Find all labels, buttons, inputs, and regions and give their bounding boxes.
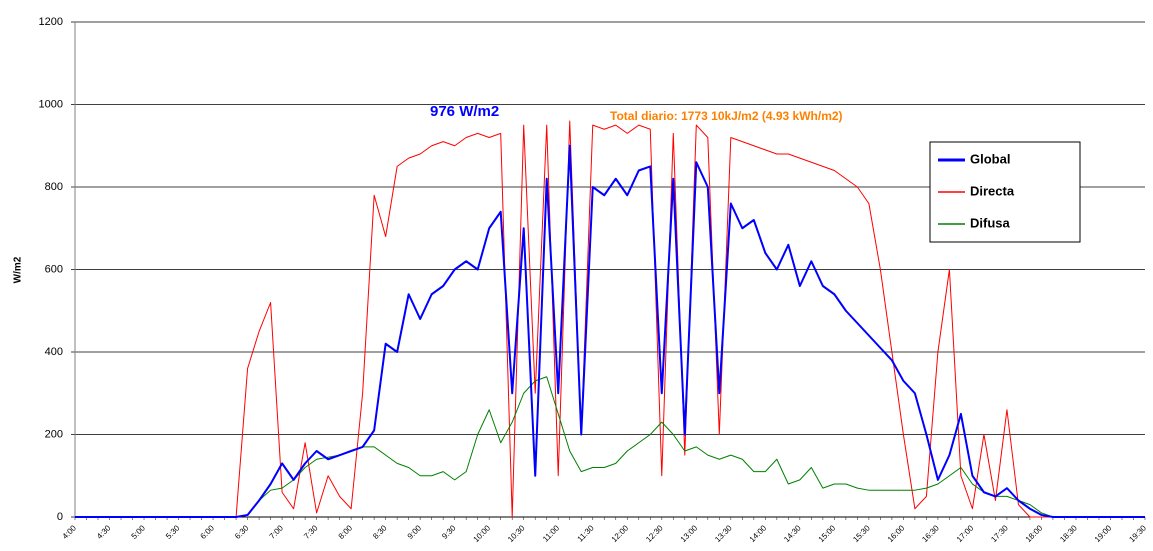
y-tick-label: 0 xyxy=(57,511,63,523)
x-tick-label: 19:00 xyxy=(1093,523,1114,544)
x-tick-label: 15:00 xyxy=(817,523,838,544)
legend-label: Difusa xyxy=(970,215,1011,230)
x-tick-label: 10:30 xyxy=(506,523,527,544)
x-tick-label: 19:30 xyxy=(1127,523,1148,544)
x-tick-label: 4:30 xyxy=(95,523,113,541)
annotation: 976 W/m2 xyxy=(430,103,499,120)
y-tick-label: 1000 xyxy=(39,98,63,110)
x-tick-label: 18:30 xyxy=(1058,523,1079,544)
legend-label: Global xyxy=(970,151,1010,166)
x-tick-label: 8:30 xyxy=(371,523,389,541)
x-tick-label: 5:00 xyxy=(130,523,148,541)
x-tick-label: 9:00 xyxy=(406,523,424,541)
y-tick-label: 400 xyxy=(45,346,63,358)
x-tick-label: 12:00 xyxy=(610,523,631,544)
legend-label: Directa xyxy=(970,183,1015,198)
x-tick-label: 7:00 xyxy=(268,523,286,541)
x-tick-label: 14:00 xyxy=(748,523,769,544)
series-line xyxy=(75,120,1145,518)
x-tick-label: 7:30 xyxy=(302,523,320,541)
x-tick-label: 4:00 xyxy=(61,523,79,541)
x-tick-label: 14:30 xyxy=(782,523,803,544)
x-tick-label: 11:00 xyxy=(541,523,561,543)
x-tick-label: 5:30 xyxy=(164,523,182,541)
y-tick-label: 800 xyxy=(45,181,63,193)
x-tick-label: 17:00 xyxy=(955,523,976,544)
x-tick-label: 12:30 xyxy=(644,523,665,544)
x-tick-label: 16:30 xyxy=(920,523,941,544)
y-axis-label: W/m2 xyxy=(13,256,24,283)
x-tick-label: 13:00 xyxy=(679,523,700,544)
x-tick-label: 8:00 xyxy=(337,523,355,541)
x-tick-label: 10:00 xyxy=(472,523,493,544)
x-tick-label: 16:00 xyxy=(886,523,907,544)
series-line xyxy=(75,376,1145,518)
series-line xyxy=(75,144,1145,518)
y-tick-label: 200 xyxy=(45,428,63,440)
x-tick-label: 6:00 xyxy=(199,523,217,541)
x-tick-label: 18:00 xyxy=(1024,523,1045,544)
annotation: Total diario: 1773 10kJ/m2 (4.93 kWh/m2) xyxy=(610,109,843,123)
x-tick-label: 6:30 xyxy=(233,523,251,541)
x-tick-label: 13:30 xyxy=(713,523,734,544)
y-tick-label: 600 xyxy=(45,263,63,275)
x-tick-label: 17:30 xyxy=(989,523,1010,544)
x-tick-label: 9:30 xyxy=(440,523,458,541)
x-tick-label: 11:30 xyxy=(576,523,596,543)
x-tick-label: 15:30 xyxy=(851,523,872,544)
y-tick-label: 1200 xyxy=(39,16,63,28)
